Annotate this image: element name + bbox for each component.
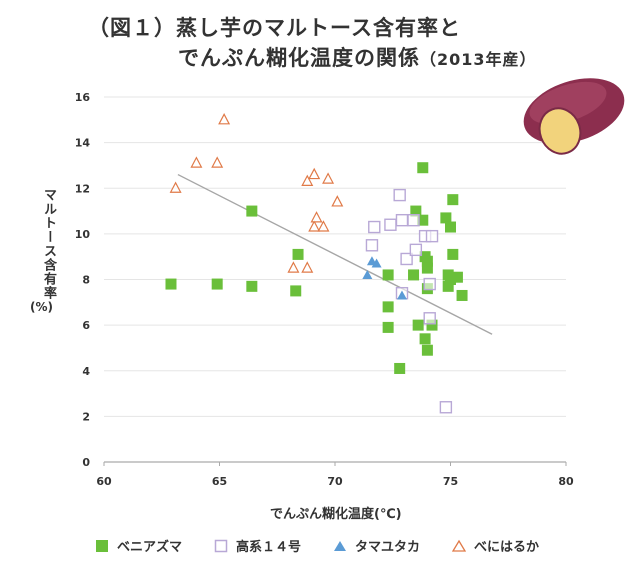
legend: ベニアズマ 高系１４号 タマユタカ べにはるか [95, 536, 539, 555]
x-tick-label: 75 [443, 475, 458, 488]
legend-marker-open-triangle [452, 539, 467, 552]
legend-item-beniazuma: ベニアズマ [95, 536, 182, 555]
beniazuma-point [292, 248, 304, 260]
beniazuma-point [410, 205, 422, 217]
kokei14-point [365, 239, 379, 252]
beniharuka-point [211, 156, 224, 168]
x-tick-label: 80 [558, 475, 574, 488]
legend-label: ベニアズマ [117, 540, 183, 555]
beniharuka-point [322, 172, 335, 184]
legend-marker-filled-triangle [334, 540, 347, 551]
beniharuka-point [169, 181, 182, 193]
legend-marker-open-square [214, 539, 228, 552]
tamayutaka-point [371, 258, 382, 268]
beniazuma-point [412, 319, 424, 331]
legend-item-kokei14: 高系１４号 [214, 536, 301, 555]
beniazuma-point [246, 280, 258, 292]
beniharuka-point [190, 156, 203, 168]
y-tick-label: 2 [82, 410, 90, 423]
x-tick-label: 65 [212, 475, 227, 488]
beniharuka-point [317, 220, 330, 232]
beniazuma-point [442, 280, 454, 292]
beniazuma-point [408, 269, 420, 281]
kokei14-point [384, 218, 397, 231]
x-axis-label: でんぷん糊化温度(℃) [270, 507, 402, 522]
y-axis-label: マルトース含有率 [41, 188, 56, 300]
chart-title-main: でんぷん糊化温度の関係 [178, 46, 420, 70]
y-tick-label: 6 [82, 319, 90, 332]
beniharuka-point [301, 174, 314, 187]
y-tick-label: 14 [75, 137, 91, 150]
beniazuma-point [290, 285, 302, 297]
beniazuma-point [211, 278, 223, 290]
chart-title-line2: でんぷん糊化温度の関係（2013年産） [178, 42, 537, 72]
beniazuma-point [445, 274, 456, 285]
beniharuka-point [308, 167, 321, 180]
kokei14-point [409, 243, 423, 257]
y-tick-label: 0 [82, 456, 90, 469]
beniazuma-point [456, 289, 468, 301]
chart-title-line1: （図１）蒸し芋のマルトース含有率と [88, 16, 461, 40]
legend-item-beniharuka: べにはるか [452, 536, 539, 555]
kokei14-point [439, 401, 453, 414]
beniazuma-point [447, 194, 459, 206]
beniharuka-point [287, 261, 300, 273]
beniazuma-point [382, 321, 394, 333]
beniharuka-point [310, 211, 323, 223]
beniazuma-point [417, 214, 429, 226]
kokei14-point [407, 213, 420, 227]
beniazuma-point [445, 221, 456, 233]
potato-flesh [539, 108, 581, 154]
beniazuma-point [246, 205, 258, 217]
x-tick-label: 60 [96, 475, 112, 488]
kokei14-point [400, 252, 413, 266]
sweet-potato-illustration [523, 78, 625, 155]
legend-label: べにはるか [474, 540, 540, 555]
kokei14-point [425, 229, 439, 243]
beniazuma-point [426, 319, 438, 331]
beniazuma-point [382, 269, 394, 281]
beniazuma-point [165, 278, 177, 290]
beniharuka-point [331, 195, 344, 207]
kokei14-point [395, 213, 409, 227]
potato-flesh-rim [538, 107, 582, 155]
y-tick-label: 16 [75, 91, 91, 104]
beniazuma-point [419, 333, 431, 345]
legend-item-tamayutaka: タマユタカ [333, 536, 420, 555]
kokei14-point [423, 277, 436, 291]
x-tick-label: 70 [327, 475, 343, 488]
y-tick-label: 8 [82, 274, 90, 287]
y-tick-label: 12 [75, 182, 90, 195]
beniazuma-point [440, 212, 452, 224]
beniharuka-point [218, 113, 231, 125]
kokei14-point [368, 220, 381, 234]
beniazuma-point [417, 162, 429, 174]
beniazuma-point [421, 262, 433, 274]
beniharuka-point [308, 220, 321, 232]
y-tick-label: 10 [75, 228, 91, 241]
beniazuma-point [394, 362, 406, 374]
legend-label: タマユタカ [355, 540, 421, 555]
tamayutaka-point [396, 290, 407, 300]
trend-line [177, 173, 493, 335]
beniazuma-point [447, 248, 459, 260]
beniazuma-point [421, 344, 433, 356]
y-axis-unit: (%) [30, 300, 53, 314]
beniazuma-point [382, 301, 394, 313]
legend-marker-filled-square [96, 539, 108, 552]
beniharuka-point [301, 261, 314, 273]
chart-title-year: （2013年産） [420, 50, 537, 69]
legend-label: 高系１４号 [236, 540, 302, 555]
kokei14-point [393, 188, 406, 202]
kokei14-point [423, 312, 436, 325]
beniazuma-point [421, 255, 433, 267]
tamayutaka-point [362, 269, 373, 279]
beniazuma-point [451, 271, 463, 283]
y-tick-label: 4 [82, 365, 90, 378]
